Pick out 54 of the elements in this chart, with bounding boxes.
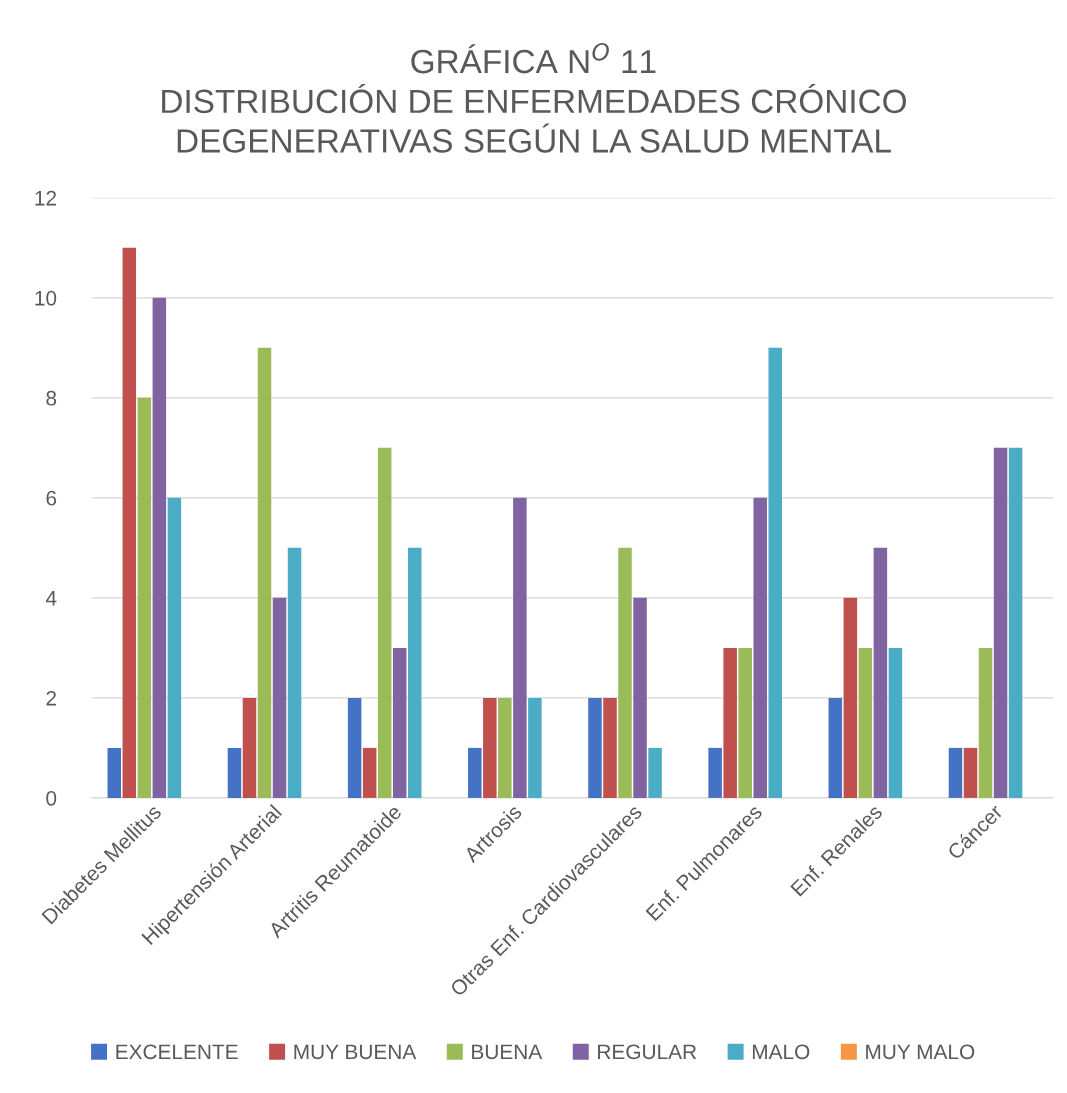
bar xyxy=(858,647,873,798)
legend-label: EXCELENTE xyxy=(116,1044,238,1060)
y-tick-label: 4 xyxy=(45,591,57,606)
bar xyxy=(708,747,722,798)
bar xyxy=(948,747,963,798)
bar xyxy=(468,747,482,798)
bar xyxy=(392,647,407,798)
y-tick-label: 12 xyxy=(35,190,56,206)
bar xyxy=(107,747,122,798)
legend-label: MUY MALO xyxy=(866,1044,975,1060)
y-tick-label: 2 xyxy=(46,690,56,706)
y-tick-label: 0 xyxy=(46,790,57,806)
bar xyxy=(588,697,602,798)
bar xyxy=(272,597,287,798)
bar xyxy=(648,747,662,798)
bar xyxy=(603,697,617,798)
bar xyxy=(227,747,242,798)
bar xyxy=(963,747,978,798)
bar xyxy=(257,347,272,798)
bar xyxy=(513,497,527,798)
bar xyxy=(362,747,377,798)
bar xyxy=(347,697,362,798)
bar xyxy=(978,647,993,798)
bar xyxy=(498,697,512,798)
bar xyxy=(167,497,182,798)
bar xyxy=(152,297,167,798)
bar xyxy=(287,547,302,798)
bar xyxy=(618,547,632,798)
bar xyxy=(528,697,542,798)
bar xyxy=(377,447,392,798)
bar xyxy=(993,447,1008,798)
bar xyxy=(828,697,843,798)
bar xyxy=(768,347,782,798)
y-tick-label: 6 xyxy=(46,490,57,506)
legend-label: REGULAR xyxy=(598,1044,697,1060)
bar xyxy=(843,597,858,798)
bar xyxy=(888,647,903,798)
bar xyxy=(122,247,137,798)
legend-label: BUENA xyxy=(472,1044,543,1060)
bar xyxy=(242,697,257,798)
bar xyxy=(633,597,647,798)
y-tick-label: 8 xyxy=(46,390,57,406)
chart-title: GRÁFICA N$^{O}$ 11 DISTRIBUCIÓN DE ENFERMEDADES CRÓNICO DEGENERATIVAS SEGÚN LA SALUD MENTAL xyxy=(162,43,907,153)
bar xyxy=(723,647,737,798)
y-tick-label: 10 xyxy=(35,290,57,306)
bar xyxy=(738,647,752,798)
bar xyxy=(1008,447,1023,798)
bar xyxy=(483,697,497,798)
legend-label: MALO xyxy=(752,1044,810,1060)
bar xyxy=(753,497,767,798)
bar xyxy=(137,397,152,798)
legend-label: MUY BUENA xyxy=(294,1044,417,1060)
bar xyxy=(873,547,888,798)
bar xyxy=(407,547,422,798)
